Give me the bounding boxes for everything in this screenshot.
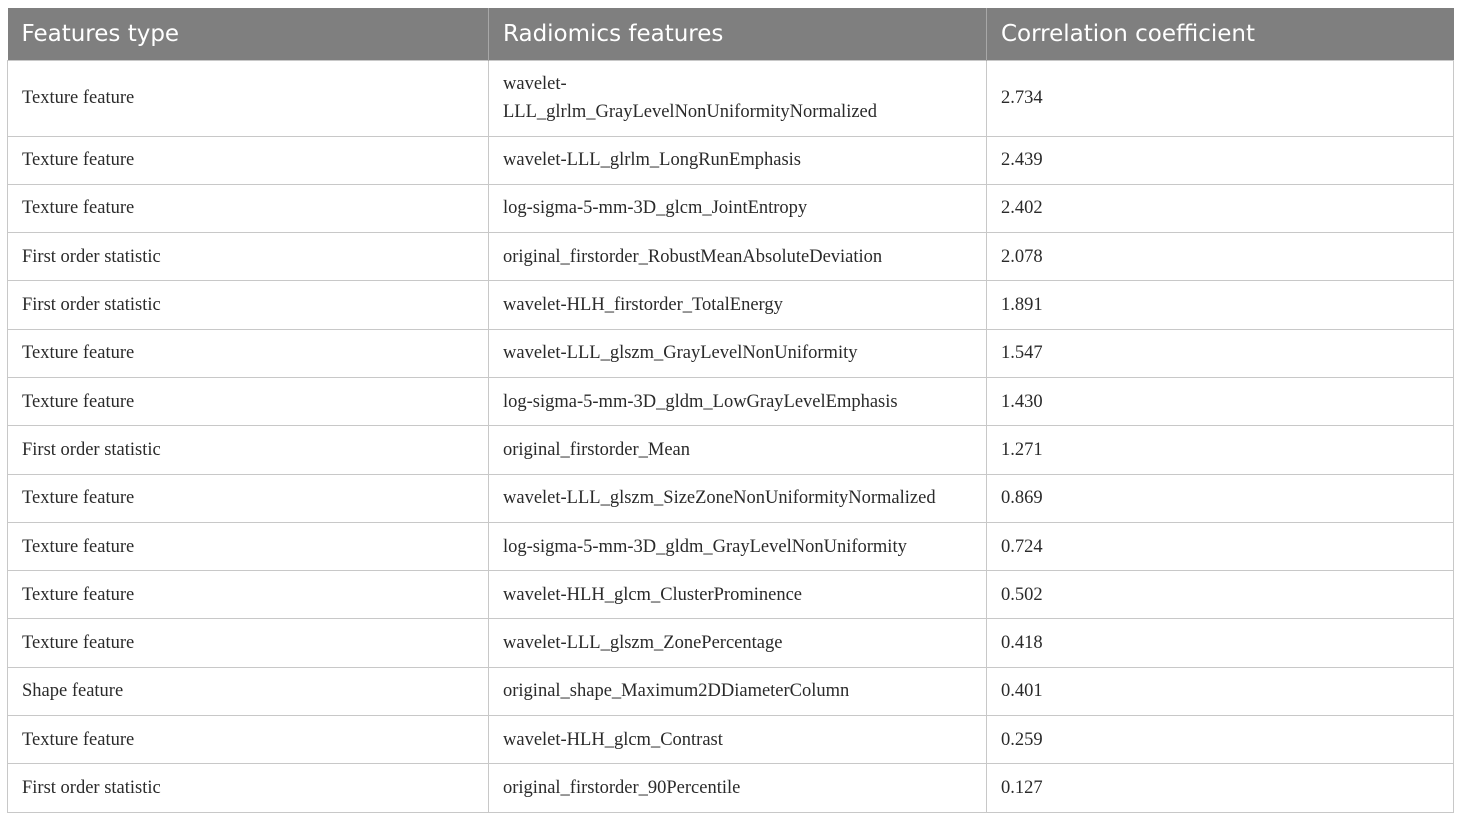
table-row: Texture feature wavelet- LLL_glrlm_GrayLev…	[7, 59, 1454, 137]
features-type-cell: Texture feature	[7, 618, 489, 668]
header-features-type: Features type	[7, 8, 489, 60]
correlation-coefficient-cell: 0.502	[986, 570, 1454, 620]
features-type-cell: First order statistic	[7, 763, 489, 813]
features-type-cell: First order statistic	[7, 280, 489, 330]
correlation-coefficient-cell: 1.271	[986, 425, 1454, 475]
radiomics-feature-cell: wavelet-LLL_glszm_SizeZoneNonUniformityN…	[488, 473, 987, 523]
correlation-coefficient-cell: 2.078	[986, 232, 1454, 282]
features-type-cell: Texture feature	[7, 473, 489, 523]
radiomics-features-table: Features type Radiomics features Correla…	[7, 8, 1454, 813]
table-row: First order statistic original_firstorder…	[7, 232, 1454, 282]
features-type-cell: Texture feature	[7, 521, 489, 572]
correlation-coefficient-cell: 1.891	[986, 280, 1454, 330]
radiomics-feature-cell: original_firstorder_90Percentile	[488, 763, 987, 813]
table-row: First order statistic original_firstorder…	[7, 425, 1454, 475]
radiomics-feature-cell: original_firstorder_RobustMeanAbsoluteDe…	[488, 232, 987, 282]
header-radiomics-features: Radiomics features	[488, 8, 987, 60]
radiomics-feature-cell: wavelet-HLH_firstorder_TotalEnergy	[488, 280, 987, 330]
features-type-cell: Texture feature	[7, 376, 489, 427]
radiomics-feature-cell: original_firstorder_Mean	[488, 425, 987, 475]
correlation-coefficient-cell: 0.401	[986, 666, 1454, 717]
table-row: Texture feature wavelet-LLL_glszm_GrayLev…	[7, 328, 1454, 378]
table-row: First order statistic wavelet-HLH_firstor…	[7, 280, 1454, 330]
correlation-coefficient-cell: 0.724	[986, 521, 1454, 572]
radiomics-feature-cell: log-sigma-5-mm-3D_gldm_LowGrayLevelEmpha…	[488, 376, 987, 427]
table-row: Texture feature log-sigma-5-mm-3D_gldm_Lo…	[7, 376, 1454, 427]
table-row: Texture feature wavelet-LLL_glrlm_LongRun…	[7, 135, 1454, 185]
features-type-cell: Shape feature	[7, 666, 489, 717]
table-row: Texture feature wavelet-LLL_glszm_ZonePer…	[7, 618, 1454, 668]
table-row: Texture feature log-sigma-5-mm-3D_gldm_Gr…	[7, 521, 1454, 572]
correlation-coefficient-cell: 0.869	[986, 473, 1454, 523]
correlation-coefficient-cell: 0.259	[986, 715, 1454, 765]
features-type-cell: Texture feature	[7, 328, 489, 378]
features-type-cell: Texture feature	[7, 715, 489, 765]
radiomics-feature-cell: wavelet-LLL_glszm_ZonePercentage	[488, 618, 987, 668]
features-type-cell: First order statistic	[7, 232, 489, 282]
table-row: Texture feature log-sigma-5-mm-3D_glcm_Jo…	[7, 183, 1454, 234]
correlation-coefficient-cell: 0.418	[986, 618, 1454, 668]
features-type-cell: Texture feature	[7, 183, 489, 234]
radiomics-feature-cell: wavelet-HLH_glcm_ClusterProminence	[488, 570, 987, 620]
table-row: Texture feature wavelet-HLH_glcm_Contrast…	[7, 715, 1454, 765]
table-row: Shape feature original_shape_Maximum2DDia…	[7, 666, 1454, 717]
radiomics-feature-cell: wavelet- LLL_glrlm_GrayLevelNonUniformity…	[488, 59, 987, 137]
radiomics-feature-cell: log-sigma-5-mm-3D_glcm_JointEntropy	[488, 183, 987, 234]
correlation-coefficient-cell: 0.127	[986, 763, 1454, 813]
features-type-cell: First order statistic	[7, 425, 489, 475]
radiomics-feature-cell: log-sigma-5-mm-3D_gldm_GrayLevelNonUnifo…	[488, 521, 987, 572]
table-row: Texture feature wavelet-HLH_glcm_ClusterP…	[7, 570, 1454, 620]
features-type-cell: Texture feature	[7, 570, 489, 620]
correlation-coefficient-cell: 1.547	[986, 328, 1454, 378]
header-row: Features type Radiomics features Correla…	[7, 8, 1454, 60]
table-row: Texture feature wavelet-LLL_glszm_SizeZon…	[7, 473, 1454, 523]
header-correlation-coefficient: Correlation coefficient	[986, 8, 1454, 60]
correlation-coefficient-cell: 2.439	[986, 135, 1454, 185]
radiomics-feature-cell: wavelet-LLL_glszm_GrayLevelNonUniformity	[488, 328, 987, 378]
table-row: First order statistic original_firstorder…	[7, 763, 1454, 813]
radiomics-feature-cell: original_shape_Maximum2DDiameterColumn	[488, 666, 987, 717]
radiomics-feature-cell: wavelet-LLL_glrlm_LongRunEmphasis	[488, 135, 987, 185]
correlation-coefficient-cell: 1.430	[986, 376, 1454, 427]
radiomics-feature-cell: wavelet-HLH_glcm_Contrast	[488, 715, 987, 765]
correlation-coefficient-cell: 2.402	[986, 183, 1454, 234]
correlation-coefficient-cell: 2.734	[986, 59, 1454, 137]
features-type-cell: Texture feature	[7, 135, 489, 185]
features-type-cell: Texture feature	[7, 59, 489, 137]
